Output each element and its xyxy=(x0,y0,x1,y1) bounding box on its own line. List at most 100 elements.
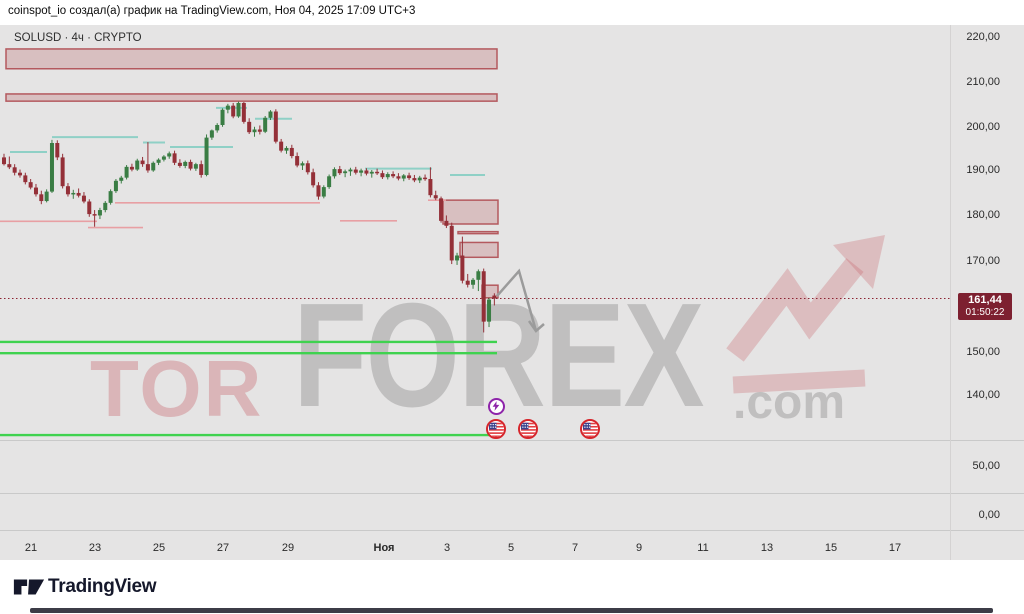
candle-body xyxy=(204,137,209,175)
candle-body xyxy=(295,156,300,166)
supply-zone[interactable] xyxy=(442,199,499,225)
watermark-tor: TOR xyxy=(90,344,264,433)
candle-body xyxy=(193,164,198,169)
candle-body xyxy=(33,187,38,195)
candle-body xyxy=(60,157,65,187)
candle-body xyxy=(316,185,321,197)
supply-zone[interactable] xyxy=(459,241,499,259)
candle-body xyxy=(460,255,465,281)
candle-body xyxy=(108,191,113,203)
time-tick-label: 9 xyxy=(635,542,643,554)
candle-body xyxy=(417,177,422,181)
candle-body xyxy=(385,174,390,178)
candle-body xyxy=(103,202,108,211)
watermark-up-arrow-icon xyxy=(726,235,885,394)
candle-body xyxy=(375,171,380,174)
supply-zone[interactable] xyxy=(5,48,498,70)
price-tick-label: 220,00 xyxy=(966,31,1000,43)
candle-body xyxy=(183,161,188,166)
time-tick-label: Ноя xyxy=(373,542,395,554)
candle-body xyxy=(39,194,44,202)
candle-body xyxy=(348,169,353,172)
candle-body xyxy=(332,169,337,177)
candle-body xyxy=(151,162,156,171)
us-flag-event-icon[interactable] xyxy=(486,419,506,439)
candle-body xyxy=(369,171,374,174)
candle-body xyxy=(113,180,118,192)
tradingview-wordmark[interactable]: TradingView xyxy=(48,576,157,597)
candlestick-chart-canvas[interactable] xyxy=(0,25,950,560)
candle-body xyxy=(177,162,182,166)
candle-body xyxy=(337,169,342,174)
candle-body xyxy=(140,160,145,165)
time-tick-label: 27 xyxy=(216,542,230,554)
candle-body xyxy=(247,121,252,133)
attribution-bar: coinspot_io создал(а) график на TradingV… xyxy=(0,0,1024,25)
price-tick-label: 200,00 xyxy=(966,121,1000,133)
supply-zone[interactable] xyxy=(5,93,498,102)
candle-body xyxy=(481,271,486,322)
chart-pane[interactable]: TOR FOREX .com SOLUSD · 4ч · CRYPTO xyxy=(0,25,950,560)
candle-body xyxy=(465,280,470,285)
candle-body xyxy=(145,164,150,171)
candle-body xyxy=(76,192,81,196)
us-flag-event-icon[interactable] xyxy=(518,419,538,439)
candle-body xyxy=(407,175,412,179)
candle-body xyxy=(124,166,129,178)
candle-body xyxy=(444,220,449,226)
time-tick-label: 13 xyxy=(760,542,774,554)
candle-body xyxy=(65,186,70,195)
candle-body xyxy=(428,179,433,196)
candle-body xyxy=(449,225,454,261)
candle-body xyxy=(284,147,289,151)
drawn-arrow[interactable] xyxy=(496,268,538,332)
candle-body xyxy=(7,164,12,168)
candle-body xyxy=(55,143,60,158)
candle-body xyxy=(172,153,177,163)
price-tick-label: 0,00 xyxy=(978,509,1000,521)
time-tick-label: 25 xyxy=(152,542,166,554)
candle-body xyxy=(119,177,124,181)
candle-body xyxy=(17,172,22,176)
footer-bar: TradingView xyxy=(0,560,1024,614)
attribution-text: coinspot_io создал(а) график на TradingV… xyxy=(8,5,416,17)
candle-body xyxy=(476,271,481,280)
time-tick-label: 3 xyxy=(443,542,451,554)
candle-body xyxy=(209,130,214,138)
us-flag-event-icon[interactable] xyxy=(580,419,600,439)
price-tick-label: 140,00 xyxy=(966,389,1000,401)
candle-body xyxy=(2,157,6,165)
tradingview-logo-icon[interactable] xyxy=(12,573,46,601)
candle-body xyxy=(289,147,294,157)
drawn-arrow-head xyxy=(527,320,545,333)
price-tick-label: 170,00 xyxy=(966,255,1000,267)
time-tick-label: 23 xyxy=(88,542,102,554)
time-tick-label: 29 xyxy=(281,542,295,554)
candle-body xyxy=(199,164,204,175)
symbol-legend[interactable]: SOLUSD · 4ч · CRYPTO xyxy=(14,32,142,44)
candle-body xyxy=(343,171,348,174)
time-axis[interactable]: 21 23 25 27 29 Ноя 3 5 7 9 11 13 15 17 xyxy=(0,530,950,560)
price-axis[interactable]: 161,44 01:50:22 220,00 210,00 200,00 190,00… xyxy=(950,25,1024,560)
candle-body xyxy=(135,160,140,170)
candle-body xyxy=(380,173,385,178)
candle-body xyxy=(129,166,134,170)
time-axis-border xyxy=(0,530,1024,531)
candle-body xyxy=(359,170,364,173)
price-tick-label: 150,00 xyxy=(966,346,1000,358)
candle-body xyxy=(215,125,220,131)
supply-zone[interactable] xyxy=(457,230,499,235)
candle-body xyxy=(252,129,257,133)
candle-body xyxy=(71,192,76,195)
candle-body xyxy=(257,129,262,132)
candle-body xyxy=(87,201,92,215)
pane-divider[interactable] xyxy=(0,493,1024,494)
candle-body xyxy=(236,102,241,117)
candle-body xyxy=(279,141,284,151)
candle-body xyxy=(412,178,417,181)
candle-body xyxy=(396,176,401,179)
pane-divider[interactable] xyxy=(0,440,1024,441)
price-tick-label: 210,00 xyxy=(966,76,1000,88)
lightning-event-icon[interactable] xyxy=(487,397,505,415)
